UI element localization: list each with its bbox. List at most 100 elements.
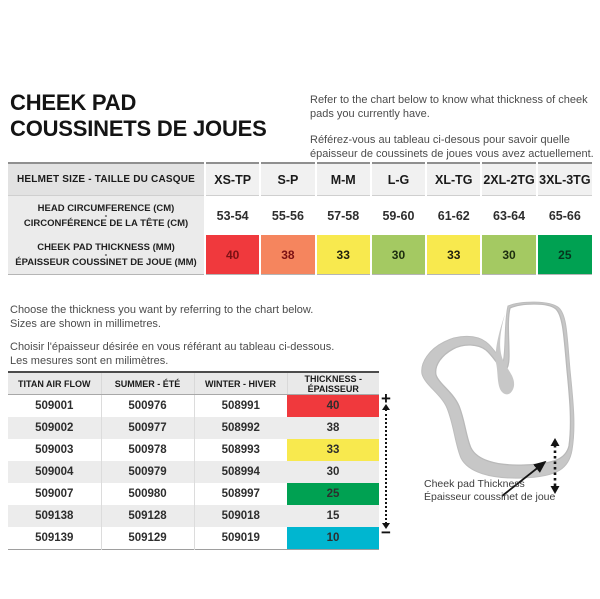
col-titan-air-flow: TITAN AIR FLOW xyxy=(8,372,101,395)
thickness-value: 33 xyxy=(425,235,482,275)
size-col-2xl: 2XL-2TG xyxy=(480,163,537,196)
size-col-xl: XL-TG xyxy=(425,163,482,196)
table-row: 509003 500978 508993 33 xyxy=(8,439,379,461)
circumference-value: 59-60 xyxy=(369,195,427,235)
size-col-s: S-P xyxy=(259,163,316,196)
choose-paragraph-fr: Choisir l'épaisseur désirée en vous réfé… xyxy=(10,340,334,368)
choose-text: Choose the thickness you want by referri… xyxy=(10,303,334,377)
summer-part-number: 500978 xyxy=(100,439,194,461)
winter-part-number: 509018 xyxy=(193,505,287,527)
intro-text: Refer to the chart below to know what th… xyxy=(310,94,598,174)
thickness-value: 33 xyxy=(287,439,379,461)
helmet-size-header: HELMET SIZE - TAILLE DU CASQUE xyxy=(8,163,205,196)
thickness-value: 25 xyxy=(287,483,379,505)
summer-part-number: 509129 xyxy=(100,527,194,550)
size-col-l: L-G xyxy=(369,163,427,196)
titan-part-number: 509003 xyxy=(35,444,74,456)
titan-part-number: 509007 xyxy=(35,488,74,500)
pad-thickness-label-fr: Épaisseur coussinet de joue xyxy=(424,491,556,503)
parts-table: TITAN AIR FLOW SUMMER - ÉTÉ WINTER - HIV… xyxy=(8,371,379,550)
thickness-scale: + − xyxy=(376,389,396,542)
table-row: 509138 509128 509018 15 xyxy=(8,505,379,527)
table-row: 509001 500976 508991 40 xyxy=(8,394,379,417)
measure-arrow-bottom xyxy=(550,486,560,494)
intro-paragraph-fr: Référez-vous au tableau ci-desous pour s… xyxy=(310,134,594,160)
plus-icon: + xyxy=(381,389,391,408)
summer-part-number: 500976 xyxy=(100,394,194,417)
table-row: 509139 509129 509019 10 xyxy=(8,527,379,550)
cheek-pad-thickness-label-en: CHEEK PAD THICKNESS (MM) xyxy=(37,241,175,253)
head-circumference-row: HEAD CIRCUMFERENCE (CM) - CIRCONFÉRENCE … xyxy=(8,195,592,235)
thickness-value: 33 xyxy=(314,235,371,275)
circumference-value: 63-64 xyxy=(480,195,537,235)
titan-part-number: 509002 xyxy=(8,417,101,439)
pad-valley-shading xyxy=(495,314,515,395)
choose-paragraph-en: Choose the thickness you want by referri… xyxy=(10,303,334,331)
thickness-value: 30 xyxy=(369,235,427,275)
winter-part-number: 509019 xyxy=(193,527,287,550)
size-col-3xl: 3XL-3TG xyxy=(535,163,592,196)
titan-part-number: 509138 xyxy=(8,505,101,527)
thickness-value: 40 xyxy=(203,235,261,275)
winter-part-number: 508991 xyxy=(193,394,287,417)
measure-arrow-top xyxy=(550,438,560,446)
cheek-pad-thickness-label: CHEEK PAD THICKNESS (MM) - ÉPAISSEUR COU… xyxy=(8,235,205,275)
choose-fr-line2: Les mesures sont en milimètres. xyxy=(10,355,169,367)
winter-part-number: 508992 xyxy=(193,417,287,439)
size-chart-table: HELMET SIZE - TAILLE DU CASQUE XS-TP S-P… xyxy=(8,162,592,275)
titan-part-number: 509139 xyxy=(35,532,74,544)
circumference-value: 65-66 xyxy=(535,195,592,235)
size-col-m: M-M xyxy=(314,163,371,196)
choose-fr-line1: Choisir l'épaisseur désirée en vous réfé… xyxy=(10,341,335,353)
thickness-value: 30 xyxy=(287,461,379,483)
page-title-line2: COUSSINETS DE JOUES xyxy=(10,116,267,141)
choose-en-line2: Sizes are shown in millimetres. xyxy=(10,318,161,330)
head-circumference-label-fr: CIRCONFÉRENCE DE LA TÊTE (CM) xyxy=(23,217,189,229)
thickness-value: 38 xyxy=(259,235,316,275)
table-row: 509002 500977 508992 38 xyxy=(8,417,379,439)
pad-thickness-label: Cheek pad Thickness Épaisseur coussinet … xyxy=(424,478,600,504)
col-winter: WINTER - HIVER xyxy=(193,372,287,395)
label-separator: - xyxy=(104,249,108,259)
circumference-value: 61-62 xyxy=(425,195,482,235)
choose-en-line1: Choose the thickness you want by referri… xyxy=(10,304,314,316)
thickness-value: 38 xyxy=(287,417,379,439)
head-circumference-label: HEAD CIRCUMFERENCE (CM) - CIRCONFÉRENCE … xyxy=(8,195,205,235)
minus-icon: − xyxy=(381,523,391,542)
page-title-line1: CHEEK PAD xyxy=(10,90,137,115)
thickness-value: 30 xyxy=(480,235,537,275)
summer-part-number: 500980 xyxy=(100,483,194,505)
label-pointer-arrow-icon xyxy=(501,460,547,497)
pad-thickness-label-en: Cheek pad Thickness xyxy=(424,478,525,490)
summer-part-number: 509128 xyxy=(100,505,194,527)
titan-part-number: 509001 xyxy=(35,400,74,412)
col-thickness: THICKNESS - ÉPAISSEUR xyxy=(286,372,379,395)
circumference-value: 55-56 xyxy=(259,195,316,235)
table-row: 509004 500979 508994 30 xyxy=(8,461,379,483)
circumference-value: 53-54 xyxy=(203,195,261,235)
thickness-value: 40 xyxy=(287,394,379,417)
size-chart-header-row: HELMET SIZE - TAILLE DU CASQUE XS-TP S-P… xyxy=(8,163,592,196)
cheek-pad-illustration xyxy=(421,301,575,497)
summer-part-number: 500977 xyxy=(100,417,194,439)
winter-part-number: 508994 xyxy=(193,461,287,483)
cheek-pad-thickness-label-fr: ÉPAISSEUR COUSSINET DE JOUE (MM) xyxy=(15,256,197,268)
thickness-value: 15 xyxy=(287,505,379,527)
cheek-pad-thickness-row: CHEEK PAD THICKNESS (MM) - ÉPAISSEUR COU… xyxy=(8,235,592,275)
label-separator: - xyxy=(104,210,108,220)
size-col-xs: XS-TP xyxy=(203,163,261,196)
table-row: 509007 500980 508997 25 xyxy=(8,483,379,505)
titan-part-number: 509004 xyxy=(8,461,101,483)
parts-table-header-row: TITAN AIR FLOW SUMMER - ÉTÉ WINTER - HIV… xyxy=(8,372,379,395)
head-circumference-label-en: HEAD CIRCUMFERENCE (CM) xyxy=(37,202,175,214)
thickness-range-arrow-icon xyxy=(382,404,390,529)
circumference-value: 57-58 xyxy=(314,195,371,235)
winter-part-number: 508997 xyxy=(193,483,287,505)
col-summer: SUMMER - ÉTÉ xyxy=(100,372,194,395)
page-title: CHEEK PAD COUSSINETS DE JOUES xyxy=(10,90,267,142)
thickness-value: 25 xyxy=(535,235,592,275)
winter-part-number: 508993 xyxy=(193,439,287,461)
intro-paragraph-en: Refer to the chart below to know what th… xyxy=(310,94,588,120)
thickness-value: 10 xyxy=(287,527,379,550)
